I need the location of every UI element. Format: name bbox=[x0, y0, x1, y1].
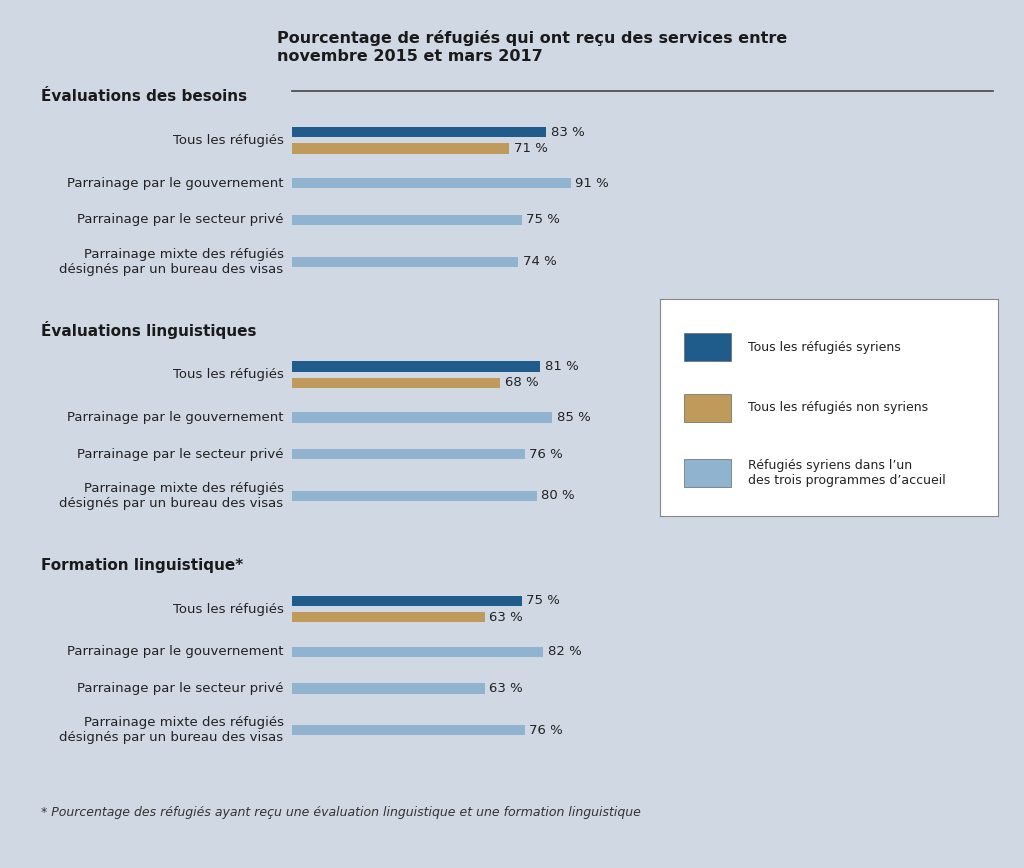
Text: Formation linguistique*: Formation linguistique* bbox=[41, 558, 244, 573]
Bar bbox=[292, 214, 521, 225]
Text: Tous les réfugiés syriens: Tous les réfugiés syriens bbox=[749, 341, 901, 353]
Bar bbox=[292, 127, 546, 137]
Bar bbox=[684, 333, 731, 361]
Text: 83 %: 83 % bbox=[551, 126, 585, 139]
Bar bbox=[292, 595, 521, 606]
Bar bbox=[292, 178, 570, 188]
Bar bbox=[292, 449, 524, 459]
Text: Tous les réfugiés non syriens: Tous les réfugiés non syriens bbox=[749, 402, 929, 414]
Bar bbox=[292, 378, 500, 388]
Bar bbox=[292, 412, 552, 423]
Text: 76 %: 76 % bbox=[529, 448, 563, 461]
Text: 71 %: 71 % bbox=[514, 142, 548, 155]
Text: 63 %: 63 % bbox=[489, 611, 523, 624]
Bar bbox=[292, 647, 543, 657]
Bar bbox=[292, 491, 537, 501]
Text: Évaluations linguistiques: Évaluations linguistiques bbox=[41, 320, 256, 339]
Text: 81 %: 81 % bbox=[545, 360, 579, 373]
Text: 74 %: 74 % bbox=[523, 255, 557, 268]
Text: 63 %: 63 % bbox=[489, 682, 523, 695]
Bar bbox=[292, 361, 540, 372]
Text: Évaluations des besoins: Évaluations des besoins bbox=[41, 89, 247, 104]
Bar bbox=[292, 143, 509, 154]
Text: 80 %: 80 % bbox=[542, 490, 575, 503]
Bar bbox=[684, 459, 731, 487]
Text: 82 %: 82 % bbox=[548, 646, 582, 659]
Text: 91 %: 91 % bbox=[575, 177, 609, 190]
Text: 68 %: 68 % bbox=[505, 377, 539, 390]
Text: 75 %: 75 % bbox=[526, 595, 560, 608]
Text: Pourcentage de réfugiés qui ont reçu des services entre
novembre 2015 et mars 20: Pourcentage de réfugiés qui ont reçu des… bbox=[278, 30, 787, 63]
Bar bbox=[292, 612, 484, 622]
Text: * Pourcentage des réfugiés ayant reçu une évaluation linguistique et une formati: * Pourcentage des réfugiés ayant reçu un… bbox=[41, 806, 641, 819]
Bar bbox=[684, 394, 731, 422]
Text: 75 %: 75 % bbox=[526, 214, 560, 227]
Bar bbox=[292, 726, 524, 735]
Bar bbox=[292, 683, 484, 694]
Text: Réfugiés syriens dans l’un
des trois programmes d’accueil: Réfugiés syriens dans l’un des trois pro… bbox=[749, 459, 946, 487]
Bar bbox=[292, 257, 518, 266]
Text: 85 %: 85 % bbox=[557, 411, 591, 424]
Text: 76 %: 76 % bbox=[529, 724, 563, 737]
